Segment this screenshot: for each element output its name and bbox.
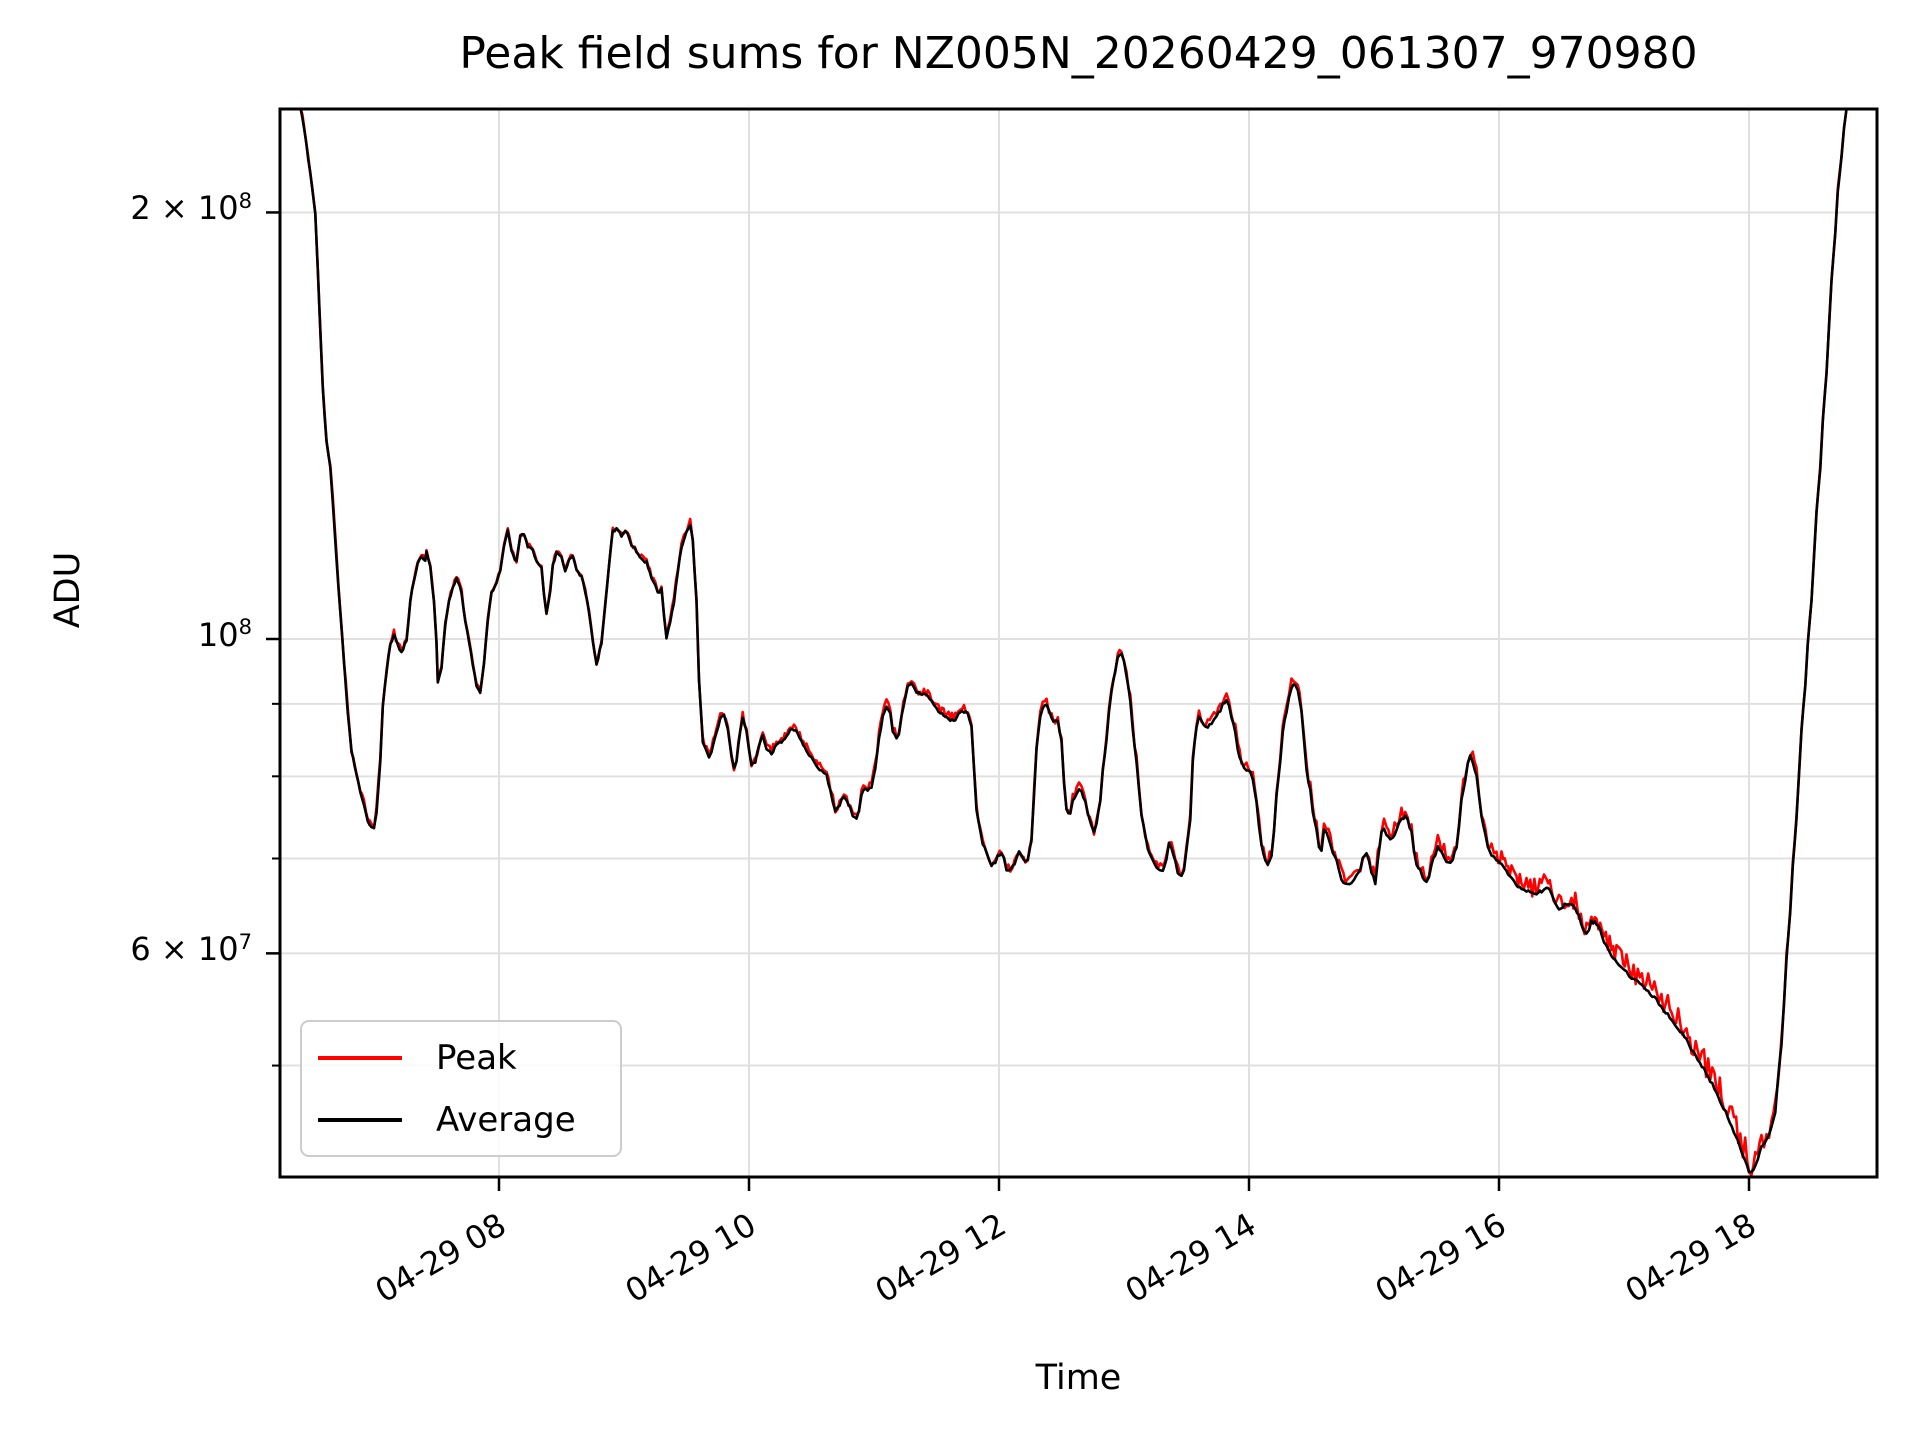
legend-item: Peak [302, 1038, 620, 1078]
legend-line-sample [318, 1055, 402, 1060]
legend-item: Average [302, 1100, 620, 1140]
average-line [280, 107, 1877, 1174]
peak-line [280, 107, 1877, 1177]
y-tick-label: 6 × 107 [130, 928, 252, 969]
legend-label: Average [436, 1099, 576, 1140]
legend: Peak Average [300, 1020, 622, 1157]
x-axis-label: Time [1035, 1358, 1122, 1398]
legend-line-sample [318, 1117, 402, 1122]
chart-title: Peak field sums for NZ005N_20260429_0613… [459, 28, 1698, 79]
y-tick-label: 108 [197, 614, 252, 654]
plot-frame [278, 107, 1879, 1179]
y-tick-label: 2 × 108 [130, 187, 252, 228]
legend-label: Peak [436, 1037, 517, 1078]
